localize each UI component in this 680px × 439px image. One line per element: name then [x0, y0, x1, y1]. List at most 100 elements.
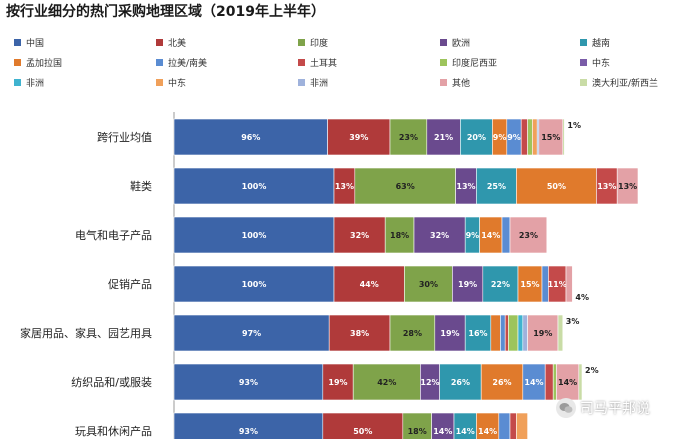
data-label: 21% [434, 133, 453, 142]
data-label: 14% [478, 427, 497, 436]
legend-label: 孟加拉国 [26, 59, 63, 69]
legend-item: 印度尼西亚 [440, 56, 497, 69]
chart-legend: 中国 北美 印度 欧洲 越南 孟加拉国 拉美/南美 土耳其 印度尼西亚 中东 非洲 中东 非洲 其他 澳大利… [14, 36, 674, 90]
bar-segment [527, 314, 559, 352]
data-label: 12% [420, 378, 439, 387]
legend-swatch [440, 79, 447, 86]
data-label: 32% [430, 231, 449, 240]
legend-item: 欧洲 [440, 36, 470, 49]
bar-segment [500, 314, 506, 352]
data-label: 2% [585, 366, 599, 375]
legend-swatch [156, 59, 163, 66]
bar-segment [508, 314, 519, 352]
data-label: 44% [360, 280, 379, 289]
data-label: 9% [507, 133, 521, 142]
bar-segment [173, 265, 335, 303]
data-label: 23% [519, 231, 538, 240]
legend-swatch [298, 39, 305, 46]
data-label: 93% [239, 427, 258, 436]
data-label: 9% [466, 231, 480, 240]
legend-item: 拉美/南美 [156, 56, 207, 69]
data-label: 16% [468, 329, 487, 338]
bar-segment [173, 363, 324, 401]
bar-segment [173, 412, 324, 439]
category-label: 电气和电子产品 [75, 228, 152, 242]
data-label: 14% [433, 427, 452, 436]
bar-segment [322, 363, 354, 401]
data-label: 14% [481, 231, 500, 240]
data-label: 14% [524, 378, 543, 387]
data-label: 42% [377, 378, 396, 387]
legend-swatch [440, 59, 447, 66]
bar-segment [520, 118, 528, 156]
category-label: 促销产品 [108, 277, 152, 291]
bar-segment [616, 167, 639, 205]
data-label: 3% [566, 317, 580, 326]
data-label: 9% [493, 133, 507, 142]
bar-segment [439, 363, 482, 401]
data-label: 26% [492, 378, 511, 387]
bar-segment [173, 314, 330, 352]
legend-item: 澳大利亚/新西兰 [580, 76, 658, 89]
bar-segment [522, 314, 528, 352]
bar-segment [538, 118, 564, 156]
data-label: 4% [575, 293, 589, 302]
data-label: 93% [239, 378, 258, 387]
legend-label: 非洲 [310, 79, 329, 89]
bar-segment [173, 216, 335, 254]
bar-segment [426, 118, 461, 156]
data-label: 13% [335, 182, 354, 191]
bar-segment [557, 314, 564, 352]
data-label: 28% [403, 329, 422, 338]
bar-segment [504, 314, 509, 352]
legend-item: 孟加拉国 [14, 56, 62, 69]
legend-item: 非洲 [298, 76, 328, 89]
bar-segment [173, 118, 328, 156]
legend-label: 印度尼西亚 [452, 59, 498, 69]
legend-label: 澳大利亚/新西兰 [592, 79, 659, 89]
category-label: 玩具和休闲产品 [75, 424, 152, 438]
legend-label: 北美 [168, 39, 187, 49]
data-label: 15% [541, 133, 560, 142]
data-label: 32% [350, 231, 369, 240]
bar-segment [327, 118, 391, 156]
legend-item: 中东 [580, 56, 610, 69]
legend-swatch [298, 79, 305, 86]
bar-segment [578, 363, 583, 401]
legend-swatch [580, 59, 587, 66]
bar-segment [516, 412, 528, 439]
legend-swatch [580, 39, 587, 46]
legend-label: 越南 [592, 39, 611, 49]
legend-swatch [440, 39, 447, 46]
bar-segment [173, 167, 335, 205]
legend-swatch [14, 59, 21, 66]
bar-segment [352, 363, 421, 401]
legend-label: 中东 [592, 59, 611, 69]
bar-segment [482, 265, 519, 303]
bar-segment [565, 265, 573, 303]
legend-item: 北美 [156, 36, 186, 49]
legend-swatch [580, 79, 587, 86]
legend-swatch [14, 79, 21, 86]
bar-segment [501, 216, 511, 254]
category-label: 纺织品和/或服装 [71, 375, 152, 389]
bar-segment [517, 314, 524, 352]
legend-item: 土耳其 [298, 56, 337, 69]
data-label: 25% [487, 182, 506, 191]
data-label: 100% [242, 280, 267, 289]
data-label: 100% [242, 182, 267, 191]
legend-item: 中国 [14, 36, 44, 49]
data-label: 13% [618, 182, 637, 191]
bar-segment [402, 412, 432, 439]
data-label: 18% [408, 427, 427, 436]
data-label: 1% [567, 121, 581, 130]
legend-label: 中东 [168, 79, 187, 89]
data-label: 63% [396, 182, 415, 191]
bar-segment [476, 167, 517, 205]
data-label: 19% [458, 280, 477, 289]
legend-swatch [298, 59, 305, 66]
legend-label: 中国 [26, 39, 45, 49]
data-label: 38% [350, 329, 369, 338]
watermark-text: 司马平邦说 [580, 401, 650, 417]
data-label: 14% [456, 427, 475, 436]
